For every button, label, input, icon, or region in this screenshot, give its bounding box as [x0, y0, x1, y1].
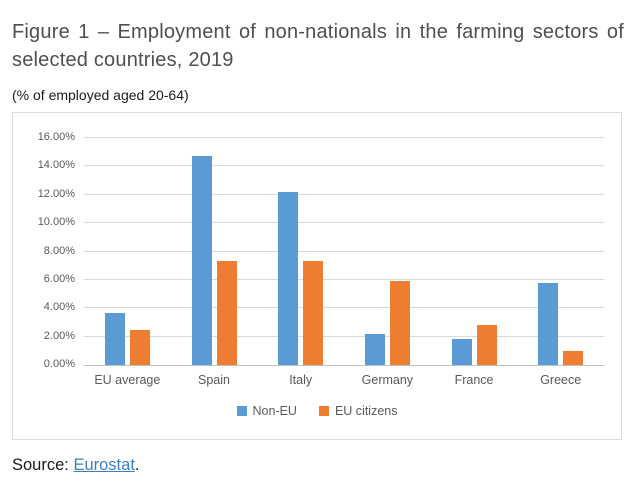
bar-non-eu-italy	[278, 191, 299, 365]
legend-swatch-non-eu	[236, 406, 247, 416]
bar-non-eu-france	[451, 339, 472, 365]
legend-label-non-eu: Non-EU	[252, 404, 297, 418]
bar-eu-citizens-germany	[389, 281, 410, 365]
bar-non-eu-spain	[191, 156, 212, 365]
bar-non-eu-greece	[538, 282, 559, 365]
bar-eu-citizens-spain	[216, 261, 237, 365]
y-tick-label: 10.00%	[37, 216, 75, 229]
bar-non-eu-germany	[364, 333, 385, 365]
legend-item-non-eu: Non-EU	[236, 404, 297, 418]
y-tick-label: 16.00%	[37, 131, 75, 143]
gridline	[84, 165, 604, 167]
legend-item-eu-citizens: EU citizens	[318, 404, 398, 418]
gridline	[84, 335, 604, 337]
x-category-label-spain: Spain	[198, 373, 230, 387]
bar-chart: 0.00% 2.00% 4.00% 6.00% 8.00% 10.00% 12.00% 14.…	[12, 112, 622, 440]
bar-non-eu-eu-average	[104, 312, 125, 365]
eurostat-link[interactable]: Eurostat	[73, 456, 135, 474]
plot-area	[84, 137, 604, 366]
legend-swatch-eu-citizens	[318, 406, 329, 416]
x-category-label-germany: Germany	[361, 373, 414, 387]
gridline	[84, 137, 604, 138]
y-tick-label: 0.00%	[43, 358, 75, 370]
y-tick-label: 2.00%	[43, 329, 75, 342]
source-line: Source: Eurostat.	[12, 456, 624, 475]
legend-label-eu-citizens: EU citizens	[334, 404, 398, 418]
bar-eu-citizens-italy	[303, 261, 324, 365]
bar-group-spain	[171, 138, 258, 365]
gridline	[84, 278, 604, 280]
bar-group-germany	[344, 138, 431, 365]
bar-group-greece	[517, 138, 604, 365]
bar-eu-citizens-france	[476, 325, 497, 365]
bar-group-france	[431, 138, 518, 365]
gridline	[84, 250, 604, 252]
source-period: .	[134, 456, 140, 474]
y-tick-label: 8.00%	[43, 244, 75, 257]
gridline	[84, 307, 604, 309]
bar-eu-citizens-eu-average	[129, 329, 150, 365]
y-tick-label: 12.00%	[37, 187, 75, 200]
x-axis: EU average Spain Italy Germany France Greece	[84, 373, 604, 387]
bar-eu-citizens-greece	[563, 350, 584, 365]
source-label: Source:	[12, 456, 74, 474]
bar-group-eu-average	[84, 138, 171, 365]
x-category-label-italy: Italy	[289, 373, 313, 387]
legend: Non-EU EU citizens	[13, 404, 621, 418]
gridline	[84, 222, 604, 224]
x-category-label-france: France	[454, 373, 494, 387]
gridline	[84, 193, 604, 195]
x-category-label-greece: Greece	[540, 373, 582, 387]
bar-groups	[84, 138, 604, 365]
figure-title: Figure 1 – Employment of non-nationals i…	[12, 21, 624, 71]
y-tick-label: 6.00%	[43, 272, 75, 285]
y-tick-label: 4.00%	[43, 301, 75, 314]
x-category-label-eu-average: EU average	[94, 373, 161, 387]
x-axis-line	[84, 365, 604, 366]
bar-group-italy	[257, 138, 344, 365]
axis-unit-note: (% of employed aged 20-64)	[12, 87, 189, 103]
y-tick-label: 14.00%	[37, 159, 75, 172]
